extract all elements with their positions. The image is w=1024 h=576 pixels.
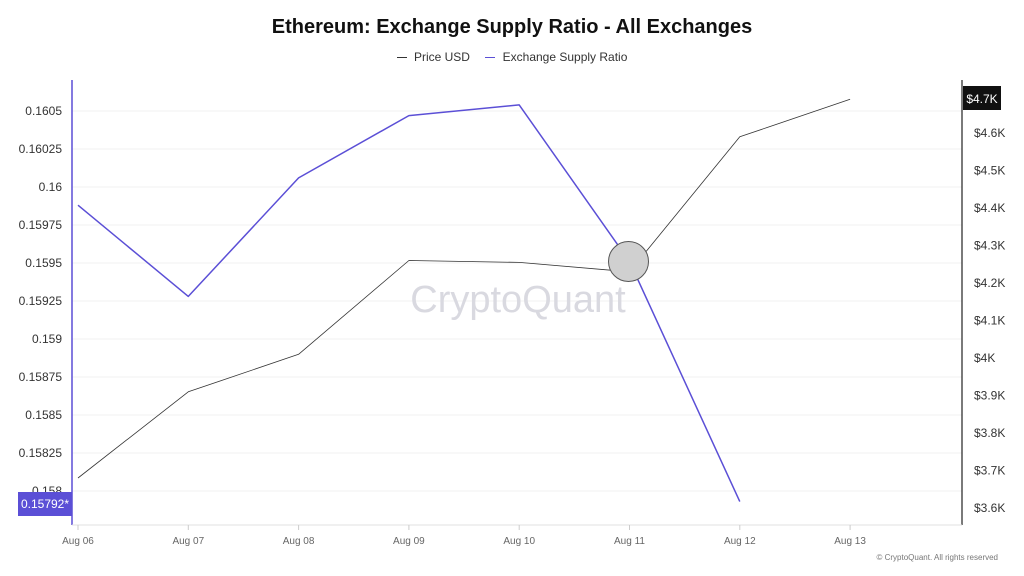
legend-label-ratio: Exchange Supply Ratio	[502, 50, 628, 64]
legend-item-ratio[interactable]: Exchange Supply Ratio	[485, 50, 627, 64]
y-right-tick-label: $4.6K	[974, 126, 1005, 140]
y-left-tick-label: 0.15875	[19, 370, 63, 384]
legend: Price USD Exchange Supply Ratio	[0, 50, 1024, 64]
current-value-badge-left: 0.15792*	[18, 492, 72, 516]
legend-swatch-price	[396, 57, 407, 59]
badge-right-text: $4.7K	[966, 92, 997, 106]
y-left-tick-label: 0.1605	[25, 104, 62, 118]
x-tick-label: Aug 07	[172, 536, 204, 547]
x-tick-label: Aug 06	[62, 536, 94, 547]
y-left-tick-label: 0.15825	[19, 446, 63, 460]
y-right-tick-label: $4.5K	[974, 164, 1005, 178]
y-right-tick-label: $3.7K	[974, 464, 1005, 478]
highlight-marker[interactable]	[608, 240, 649, 282]
series-line-price[interactable]	[77, 98, 851, 479]
y-left-tick-label: 0.16	[39, 180, 63, 194]
badge-right-bg	[963, 86, 1001, 110]
y-left-tick-label: 0.16025	[19, 142, 63, 156]
y-right-tick-label: $4.2K	[974, 276, 1005, 290]
copyright-text: © CryptoQuant. All rights reserved	[876, 553, 999, 562]
watermark: CryptoQuant	[410, 279, 626, 321]
x-tick-label: Aug 13	[834, 536, 866, 547]
gridlines	[72, 110, 962, 492]
y-axis-left-ticks: 0.1580.158250.15850.158750.1590.159250.1…	[19, 104, 63, 498]
y-right-tick-label: $4.1K	[974, 314, 1005, 328]
legend-swatch-ratio	[485, 57, 496, 59]
y-left-tick-label: 0.15925	[19, 294, 63, 308]
series-line-ratio[interactable]	[77, 104, 741, 502]
y-right-tick-label: $3.9K	[974, 389, 1005, 403]
x-axis-ticks: Aug 06 Aug 07 Aug 08 Aug 09 Aug 10 Aug 11 Aug …	[62, 525, 866, 547]
x-tick-label: Aug 11	[614, 536, 645, 547]
x-tick-label: Aug 10	[503, 536, 535, 547]
y-right-tick-label: $3.8K	[974, 426, 1005, 440]
x-tick-label: Aug 12	[724, 536, 756, 547]
y-right-tick-label: $4K	[974, 351, 995, 365]
y-axis-right-ticks: $3.6K $3.7K $3.8K $3.9K $4K $4.1K $4.2K $4.3K $4…	[974, 126, 1005, 515]
y-right-tick-label: $3.6K	[974, 501, 1005, 515]
current-value-badge-right: $4.7K	[963, 86, 1001, 110]
y-left-tick-label: 0.159	[32, 332, 62, 346]
y-right-tick-label: $4.4K	[974, 201, 1005, 215]
value-badges: 0.15792* $4.7K	[18, 86, 1001, 516]
y-left-tick-label: 0.1585	[25, 408, 62, 422]
highlight	[608, 240, 649, 282]
legend-label-price: Price USD	[413, 50, 470, 64]
legend-item-price[interactable]: Price USD	[396, 50, 470, 64]
y-right-tick-label: $4.3K	[974, 239, 1005, 253]
x-tick-label: Aug 09	[393, 536, 425, 547]
chart-title: Ethereum: Exchange Supply Ratio - All Ex…	[271, 16, 753, 38]
badge-left-text: 0.15792*	[21, 497, 69, 511]
axes	[71, 80, 963, 526]
badge-left-bg	[18, 492, 72, 516]
y-left-tick-label: 0.1595	[25, 256, 62, 270]
y-left-tick-label: 0.15975	[19, 218, 63, 232]
x-tick-label: Aug 08	[283, 536, 315, 547]
